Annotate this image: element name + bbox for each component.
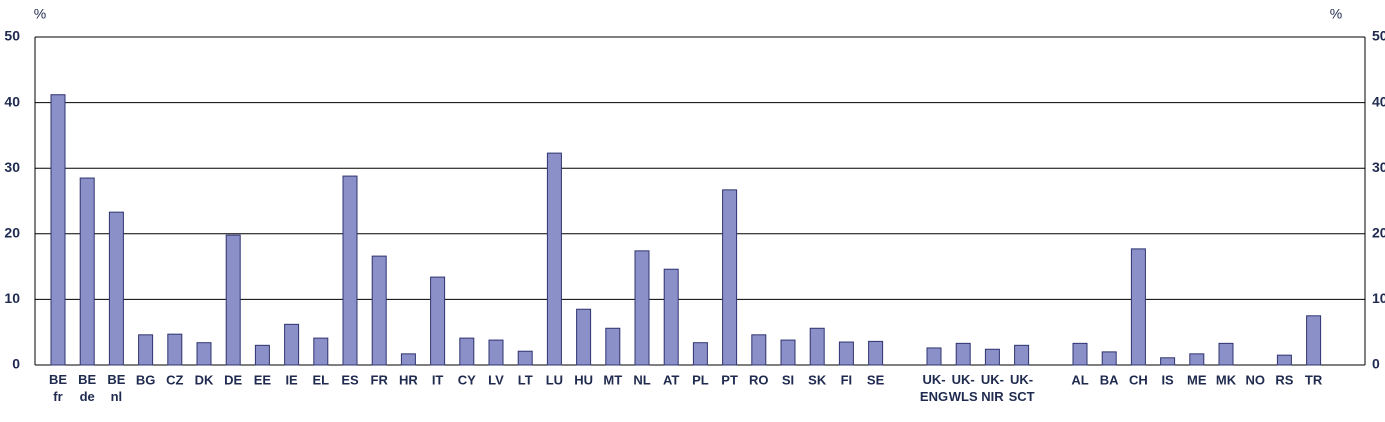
x-tick-label: IT bbox=[432, 372, 444, 387]
x-tick-label: MK bbox=[1216, 372, 1237, 387]
y-tick-label-right: 50 bbox=[1372, 28, 1385, 44]
x-tick-label: DK bbox=[195, 372, 214, 387]
bar bbox=[517, 350, 533, 366]
x-tick-label: UK-NIR bbox=[981, 372, 1004, 404]
bar bbox=[868, 340, 884, 366]
bar bbox=[546, 152, 562, 366]
x-tick-label: TR bbox=[1305, 372, 1323, 387]
bar bbox=[138, 334, 154, 366]
bar bbox=[313, 337, 329, 366]
bar bbox=[50, 94, 66, 366]
y-unit-left: % bbox=[34, 6, 46, 22]
x-tick-label: PT bbox=[721, 372, 738, 387]
bar bbox=[1130, 248, 1146, 366]
x-tick-label: CZ bbox=[166, 372, 183, 387]
x-tick-label: ME bbox=[1187, 372, 1207, 387]
x-tick-label: CY bbox=[458, 372, 476, 387]
y-tick-label-right: 20 bbox=[1372, 225, 1385, 241]
x-tick-label: BE nl bbox=[107, 372, 125, 404]
bar bbox=[284, 323, 300, 366]
x-tick-label: BE de bbox=[78, 372, 96, 404]
x-tick-label: FI bbox=[841, 372, 853, 387]
x-tick-label: BG bbox=[136, 372, 156, 387]
x-tick-label: PL bbox=[692, 372, 709, 387]
y-tick-label-right: 0 bbox=[1372, 356, 1380, 372]
y-tick-label-right: 30 bbox=[1372, 159, 1385, 175]
x-tick-label: LU bbox=[546, 372, 563, 387]
y-tick-label-right: 10 bbox=[1372, 290, 1385, 306]
bar bbox=[576, 308, 592, 366]
bar bbox=[955, 342, 971, 366]
bar bbox=[1218, 342, 1234, 366]
bar bbox=[809, 327, 825, 366]
bar bbox=[780, 339, 796, 366]
y-tick-label-right: 40 bbox=[1372, 93, 1385, 109]
y-tick-label: 50 bbox=[4, 28, 20, 44]
x-tick-label: EE bbox=[254, 372, 272, 387]
y-tick-label: 30 bbox=[4, 159, 20, 175]
y-tick-label: 20 bbox=[4, 225, 20, 241]
x-tick-label: DE bbox=[224, 372, 242, 387]
y-tick-label: 40 bbox=[4, 93, 20, 109]
bar bbox=[1306, 315, 1322, 366]
x-tick-label: HR bbox=[399, 372, 418, 387]
y-tick-label: 0 bbox=[12, 356, 20, 372]
bar bbox=[254, 344, 270, 366]
bar bbox=[692, 342, 708, 366]
x-tick-label: AL bbox=[1071, 372, 1088, 387]
bar bbox=[225, 234, 241, 366]
x-tick-label: RO bbox=[749, 372, 769, 387]
x-tick-label: IS bbox=[1161, 372, 1174, 387]
x-tick-label: ES bbox=[341, 372, 359, 387]
bar bbox=[1189, 353, 1205, 366]
bar bbox=[459, 337, 475, 366]
bar bbox=[1014, 344, 1030, 366]
y-tick-label: 10 bbox=[4, 290, 20, 306]
x-tick-label: IE bbox=[285, 372, 298, 387]
bar bbox=[605, 327, 621, 366]
bar bbox=[751, 334, 767, 366]
x-tick-label: SK bbox=[808, 372, 827, 387]
bar bbox=[1276, 354, 1292, 366]
x-tick-label: LT bbox=[518, 372, 533, 387]
x-tick-label: RS bbox=[1275, 372, 1293, 387]
x-tick-label: MT bbox=[603, 372, 622, 387]
bar bbox=[79, 177, 95, 366]
bar bbox=[926, 347, 942, 366]
x-tick-label: SE bbox=[867, 372, 885, 387]
bar bbox=[167, 333, 183, 366]
x-tick-label: UK-WLS bbox=[949, 372, 978, 404]
bar bbox=[488, 339, 504, 366]
x-tick-label: AT bbox=[663, 372, 679, 387]
bar bbox=[634, 250, 650, 366]
x-tick-label: NL bbox=[633, 372, 650, 387]
x-tick-label: HU bbox=[574, 372, 593, 387]
bar bbox=[1101, 351, 1117, 366]
bar bbox=[108, 211, 124, 366]
x-tick-label: UK-ENG bbox=[920, 372, 948, 404]
x-tick-label: SI bbox=[782, 372, 794, 387]
bar bbox=[1072, 342, 1088, 366]
bar bbox=[371, 255, 387, 366]
bar bbox=[838, 341, 854, 366]
x-tick-label: CH bbox=[1129, 372, 1148, 387]
bar bbox=[984, 348, 1000, 366]
bar bbox=[430, 276, 446, 366]
bar bbox=[663, 268, 679, 366]
x-tick-label: FR bbox=[371, 372, 389, 387]
bar bbox=[1160, 357, 1176, 366]
x-tick-label: LV bbox=[488, 372, 504, 387]
bar bbox=[400, 353, 416, 366]
bar bbox=[196, 342, 212, 366]
x-tick-label: BE fr bbox=[49, 372, 67, 404]
x-tick-label: EL bbox=[312, 372, 329, 387]
y-unit-right: % bbox=[1330, 6, 1342, 22]
bar bbox=[722, 189, 738, 366]
bar bbox=[342, 175, 358, 366]
x-tick-label: NO bbox=[1245, 372, 1265, 387]
x-tick-label: BA bbox=[1100, 372, 1119, 387]
x-tick-label: UK-SCT bbox=[1009, 372, 1035, 404]
